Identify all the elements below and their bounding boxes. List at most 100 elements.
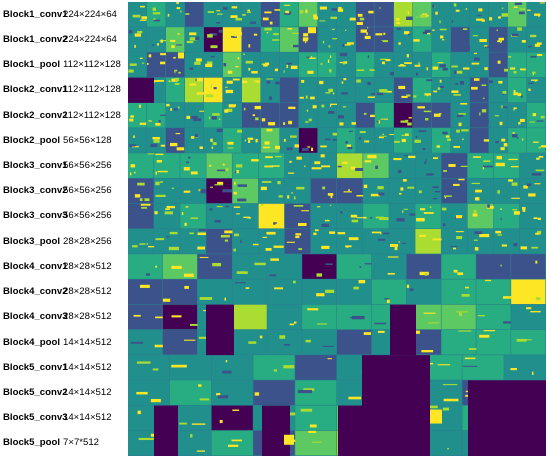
- activation-stroke: [512, 132, 515, 134]
- activation-stroke: [262, 236, 268, 238]
- activation-stroke: [455, 215, 463, 219]
- activation-stroke: [481, 109, 487, 113]
- activation-stroke: [330, 104, 332, 107]
- activation-stroke: [364, 263, 373, 265]
- activation-stroke: [176, 44, 183, 46]
- activation-stroke: [538, 155, 544, 158]
- feature-map-tile: [432, 2, 451, 27]
- activation-stroke: [243, 216, 251, 218]
- feature-map-tile: [162, 329, 198, 355]
- activation-stroke: [495, 141, 499, 144]
- activation-stroke: [274, 68, 278, 72]
- activation-stroke: [394, 140, 400, 143]
- activation-stroke: [406, 284, 410, 288]
- activation-stroke: [266, 80, 271, 84]
- activation-stroke: [468, 348, 479, 350]
- activation-stroke: [520, 68, 526, 71]
- activation-stroke: [428, 322, 440, 324]
- activation-stroke: [183, 167, 190, 171]
- activation-stroke: [382, 15, 387, 19]
- layer-dims: 224×224×64: [63, 8, 117, 20]
- activation-stroke: [401, 95, 408, 98]
- activation-stroke: [442, 39, 445, 41]
- activation-stroke: [171, 315, 182, 318]
- feature-map-tile: [299, 102, 318, 128]
- activation-stroke: [288, 106, 296, 109]
- activation-stroke: [240, 239, 242, 243]
- activation-stroke: [290, 135, 297, 138]
- feature-map-tile: [375, 52, 394, 78]
- activation-stroke: [319, 80, 324, 85]
- activation-stroke: [303, 388, 315, 391]
- activation-stroke: [231, 6, 238, 9]
- activation-stroke: [503, 321, 513, 324]
- activation-stroke: [456, 236, 463, 240]
- layer-dims: 14×14×512: [63, 386, 112, 398]
- activation-stroke: [293, 321, 297, 324]
- activation-stroke: [456, 129, 460, 133]
- activation-stroke: [376, 92, 384, 96]
- activation-stroke: [523, 185, 528, 189]
- activation-stroke: [508, 56, 512, 58]
- activation-stroke: [465, 286, 469, 289]
- activation-stroke: [375, 40, 383, 43]
- activation-stroke: [437, 87, 441, 90]
- activation-stroke: [327, 193, 334, 196]
- activation-stroke: [205, 94, 214, 98]
- activation-stroke: [312, 105, 317, 109]
- feature-map-tile: [267, 304, 302, 330]
- activation-stroke: [342, 62, 346, 65]
- activation-stroke: [167, 13, 170, 17]
- activation-stroke: [353, 286, 359, 290]
- activation-stroke: [145, 273, 150, 276]
- activation-stroke: [301, 210, 310, 212]
- feature-map-tile: [128, 2, 147, 27]
- activation-stroke: [293, 196, 296, 200]
- activation-stroke: [479, 334, 490, 338]
- feature-map-tile: [147, 27, 166, 52]
- layer-dims: 28×28×512: [63, 311, 112, 323]
- activation-stroke: [166, 205, 175, 209]
- activation-stroke: [460, 102, 468, 105]
- activation-stroke: [296, 186, 305, 190]
- activation-stroke: [513, 6, 518, 9]
- activation-stroke: [247, 137, 254, 140]
- activation-stroke: [511, 166, 519, 168]
- activation-stroke: [377, 238, 386, 241]
- activation-stroke: [471, 86, 478, 90]
- activation-stroke: [522, 208, 526, 212]
- activation-stroke: [191, 115, 198, 120]
- activation-stroke: [387, 256, 399, 258]
- activation-stroke: [157, 79, 165, 82]
- activation-stroke: [225, 89, 234, 94]
- activation-stroke: [258, 221, 262, 225]
- activation-stroke: [413, 39, 420, 42]
- activation-stroke: [363, 112, 367, 115]
- activation-stroke: [216, 169, 227, 172]
- activation-stroke: [236, 213, 240, 215]
- activation-stroke: [269, 21, 273, 25]
- activation-stroke: [171, 338, 174, 342]
- activation-stroke: [209, 186, 214, 188]
- activation-stroke: [329, 231, 336, 234]
- activation-stroke: [184, 222, 187, 226]
- activation-stroke: [458, 330, 472, 332]
- feature-map-tile: [261, 77, 280, 103]
- activation-stroke: [459, 81, 464, 85]
- activation-stroke: [193, 118, 201, 122]
- activation-stroke: [513, 92, 519, 96]
- activation-stroke: [320, 154, 325, 158]
- activation-stroke: [190, 136, 195, 139]
- activation-stroke: [471, 141, 475, 144]
- activation-stroke: [510, 67, 516, 70]
- activation-stroke: [513, 90, 516, 93]
- activation-stroke: [520, 246, 528, 250]
- activation-stroke: [290, 65, 298, 70]
- activation-stroke: [462, 138, 464, 141]
- activation-stroke: [265, 248, 272, 251]
- activation-stroke: [227, 38, 233, 41]
- activation-stroke: [234, 233, 239, 237]
- activation-stroke: [314, 229, 319, 232]
- activation-stroke: [259, 335, 263, 339]
- activation-stroke: [502, 91, 507, 94]
